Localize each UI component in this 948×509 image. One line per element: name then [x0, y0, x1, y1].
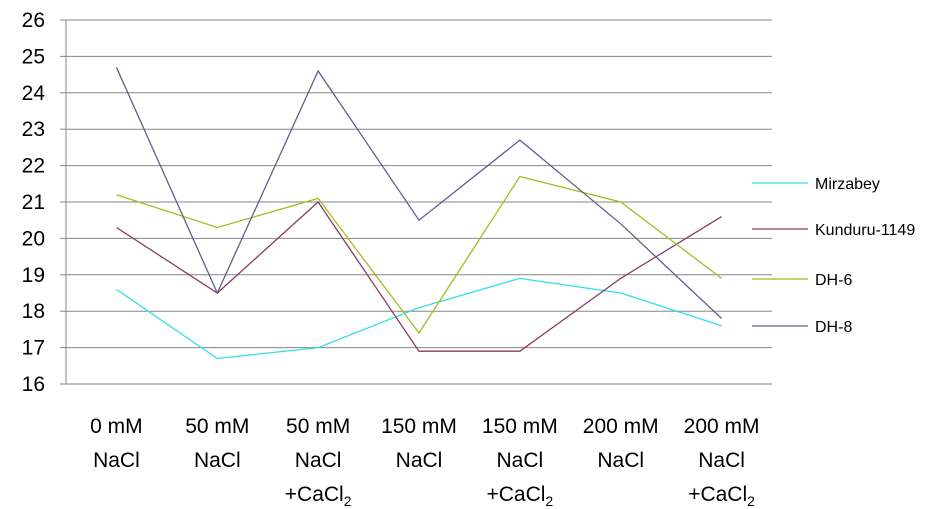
- x-tick-label: 200 mM NaCl +CaCl2: [684, 415, 760, 509]
- legend-item: DH-6: [752, 272, 852, 289]
- legend-label: DH-8: [815, 319, 852, 336]
- axes: [60, 19, 67, 385]
- x-tick-labels: 0 mM NaCl 50 mM NaCl 50 mM NaCl +CaCl2 150 mM Na…: [90, 415, 759, 509]
- series-lines: [115, 67, 723, 360]
- x-tick-label-line: 150 mM: [381, 415, 457, 438]
- legend-item: DH-8: [752, 319, 852, 336]
- x-tick-label-line: NaCl: [698, 449, 745, 472]
- x-tick-label: 200 mM NaCl: [583, 415, 659, 472]
- x-tick-label-line: +CaCl2: [486, 483, 553, 509]
- x-tick-label: 150 mM NaCl +CaCl2: [482, 415, 558, 509]
- y-tick-label: 17: [22, 337, 45, 360]
- y-tick-label: 22: [22, 155, 45, 178]
- y-tick-label: 23: [22, 118, 45, 141]
- x-tick-label-line: 0 mM: [90, 415, 143, 438]
- x-tick-label-line: +CaCl2: [285, 483, 352, 509]
- x-tick-label-line: NaCl: [93, 449, 140, 472]
- series-line-dh-8: [115, 67, 723, 319]
- legend-label: Mirzabey: [815, 176, 880, 193]
- x-tick-label-line: NaCl: [194, 449, 241, 472]
- x-tick-label-line: 200 mM: [684, 415, 760, 438]
- x-tick-label: 150 mM NaCl: [381, 415, 457, 472]
- gridlines: [66, 19, 772, 385]
- y-tick-label: 20: [22, 227, 45, 250]
- x-tick-label-line: 50 mM: [286, 415, 350, 438]
- x-tick-label-line: +CaCl2: [688, 483, 755, 509]
- x-tick-label-line: NaCl: [497, 449, 544, 472]
- y-tick-label: 21: [22, 191, 45, 214]
- legend-label: DH-6: [815, 272, 852, 289]
- x-tick-label: 50 mM NaCl: [185, 415, 249, 472]
- legend: Mirzabey Kunduru-1149 DH-6 DH-8: [752, 176, 915, 336]
- y-tick-labels: 16 17 18 19 20 21 22 23 24 25 26: [22, 9, 46, 396]
- y-tick-label: 19: [22, 264, 45, 287]
- series-line-mirzabey: [116, 277, 722, 360]
- x-tick-label: 0 mM NaCl: [90, 415, 143, 472]
- y-tick-label: 25: [22, 45, 45, 68]
- series-line-dh-6: [116, 175, 722, 335]
- y-tick-label: 18: [22, 300, 45, 323]
- x-tick-label-line: 50 mM: [185, 415, 249, 438]
- x-tick-label-line: 150 mM: [482, 415, 558, 438]
- y-tick-label: 24: [22, 82, 46, 105]
- x-tick-label-line: 200 mM: [583, 415, 659, 438]
- x-tick-label: 50 mM NaCl +CaCl2: [285, 415, 352, 509]
- x-tick-label-line: NaCl: [295, 449, 342, 472]
- y-tick-label: 16: [22, 373, 45, 396]
- legend-item: Mirzabey: [752, 176, 880, 193]
- legend-item: Kunduru-1149: [752, 222, 915, 239]
- legend-label: Kunduru-1149: [815, 222, 915, 239]
- x-tick-label-line: NaCl: [597, 449, 644, 472]
- x-tick-label-line: NaCl: [396, 449, 443, 472]
- y-tick-label: 26: [22, 9, 45, 32]
